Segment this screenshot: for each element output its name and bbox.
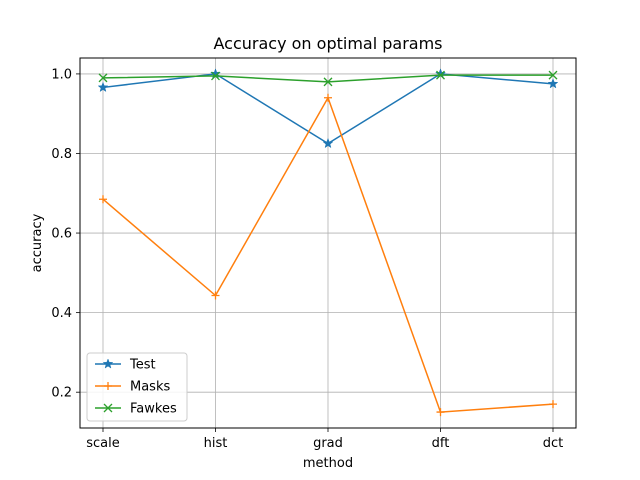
- legend-marker: [103, 403, 113, 413]
- x-axis-label: method: [303, 456, 353, 471]
- x-tick-label: scale: [86, 436, 120, 451]
- data-point: [436, 408, 445, 417]
- data-point: [98, 73, 108, 83]
- y-tick-label: 0.2: [51, 386, 72, 401]
- legend-label: Test: [129, 358, 156, 373]
- data-point: [323, 77, 333, 87]
- legend-entry: Masks: [95, 380, 170, 395]
- y-tick-label: 0.8: [51, 147, 72, 162]
- legend-entry: Fawkes: [95, 402, 177, 417]
- data-point: [97, 81, 109, 93]
- legend-entry: Test: [95, 358, 156, 373]
- data-point: [211, 71, 220, 81]
- data-point: [99, 195, 107, 204]
- y-tick-label: 0.6: [51, 227, 72, 242]
- y-tick-label: 1.0: [51, 67, 72, 82]
- y-axis-ticks: 0.2 0.4 0.6 0.8 1.0: [51, 67, 80, 401]
- y-axis-label: accuracy: [30, 213, 45, 272]
- legend-label: Masks: [130, 380, 170, 395]
- data-point: [324, 93, 332, 102]
- series-masks: [99, 93, 557, 417]
- data-point: [547, 78, 559, 89]
- data-point: [322, 137, 334, 149]
- legend-label: Fawkes: [130, 402, 177, 417]
- x-tick-label: hist: [204, 436, 228, 451]
- series-fawkes: [98, 70, 558, 87]
- series-layer: [97, 68, 559, 417]
- data-point: [211, 291, 220, 300]
- data-point: [549, 400, 557, 409]
- x-tick-label: grad: [313, 436, 343, 451]
- legend-marker: [104, 382, 112, 390]
- x-tick-label: dct: [543, 436, 564, 451]
- data-point: [548, 70, 558, 80]
- x-axis-ticks: scale hist grad dft dct: [86, 428, 563, 451]
- legend: Test Masks Fawkes: [86, 352, 188, 422]
- y-tick-label: 0.4: [51, 306, 72, 321]
- data-point: [436, 70, 445, 80]
- chart-title: Accuracy on optimal params: [214, 34, 443, 53]
- x-tick-label: dft: [432, 436, 450, 451]
- legend-marker: [102, 358, 114, 369]
